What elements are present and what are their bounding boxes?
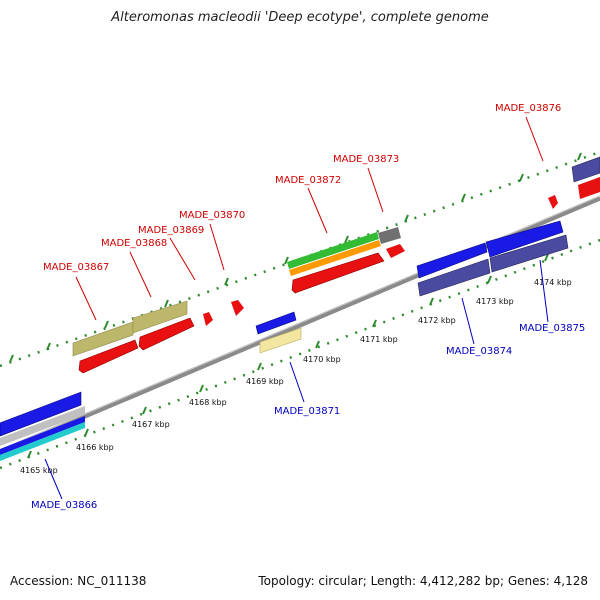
topology-label: Topology: circular; Length: 4,412,282 bp…	[258, 574, 588, 588]
label-MADE_03866: MADE_03866	[31, 500, 97, 511]
label-MADE_03876: MADE_03876	[495, 103, 561, 114]
tick-label-4174: 4174 kbp	[534, 278, 572, 287]
gene-red-tiny[interactable]	[548, 195, 558, 209]
tick-label-4170: 4170 kbp	[303, 355, 341, 364]
tick-label-4173: 4173 kbp	[476, 297, 514, 306]
gene-MADE_03867[interactable]	[72, 321, 134, 357]
tick-label-4171: 4171 kbp	[360, 335, 398, 344]
gene-blue-small[interactable]	[255, 311, 297, 335]
gene-red-1[interactable]	[78, 339, 139, 374]
accession-label: Accession: NC_011138	[10, 574, 147, 588]
gene-MADE_03876[interactable]	[571, 156, 600, 199]
tick-label-4172: 4172 kbp	[418, 316, 456, 325]
gene-MADE_03874[interactable]	[416, 242, 491, 297]
gene-MADE_03873[interactable]	[378, 227, 401, 244]
gene-MADE_03870[interactable]	[231, 300, 244, 316]
gene-MADE_03866-cluster[interactable]	[0, 391, 85, 461]
label-MADE_03869: MADE_03869	[138, 225, 204, 236]
forward-scale-line	[0, 150, 600, 368]
gene-red-2[interactable]	[138, 317, 195, 351]
label-MADE_03871: MADE_03871	[274, 406, 340, 417]
label-MADE_03873: MADE_03873	[333, 154, 399, 165]
label-MADE_03874: MADE_03874	[446, 346, 512, 357]
tick-label-4169: 4169 kbp	[246, 377, 284, 386]
tick-label-4165: 4165 kbp	[20, 466, 58, 475]
gene-MADE_03872[interactable]	[287, 232, 385, 294]
tick-label-4168: 4168 kbp	[189, 398, 227, 407]
tick-label-4167: 4167 kbp	[132, 420, 170, 429]
reverse-scale-line	[0, 238, 600, 470]
gene-red-small[interactable]	[386, 244, 405, 258]
tick-label-4166: 4166 kbp	[76, 443, 114, 452]
gene-MADE_03875[interactable]	[485, 220, 569, 273]
label-MADE_03867: MADE_03867	[43, 262, 109, 273]
gene-MADE_03871[interactable]	[259, 327, 302, 354]
label-MADE_03870: MADE_03870	[179, 210, 245, 221]
label-MADE_03872: MADE_03872	[275, 175, 341, 186]
label-MADE_03875: MADE_03875	[519, 323, 585, 334]
gene-MADE_03868[interactable]	[132, 300, 188, 334]
label-MADE_03868: MADE_03868	[101, 238, 167, 249]
page-title: Alteromonas macleodii 'Deep ecotype', co…	[111, 10, 489, 25]
gene-MADE_03869[interactable]	[203, 312, 213, 326]
